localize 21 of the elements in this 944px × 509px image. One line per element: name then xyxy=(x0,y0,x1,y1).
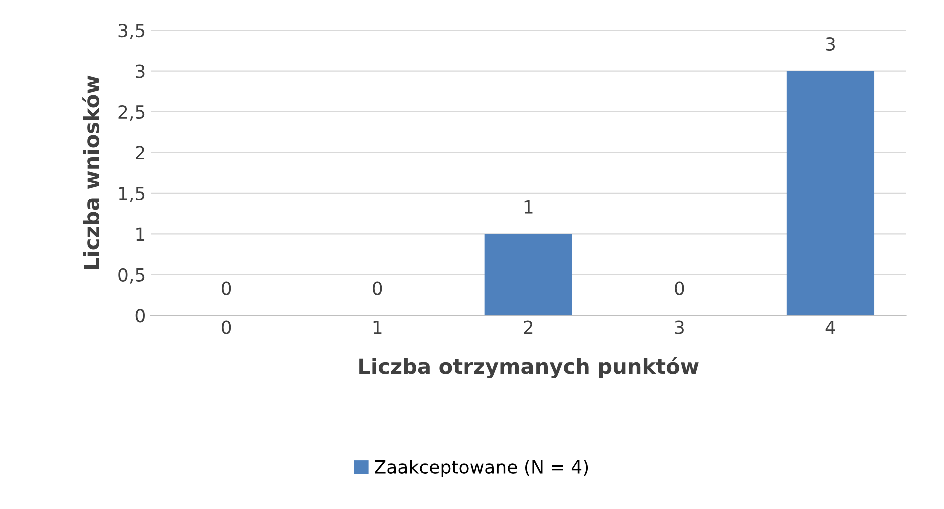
legend-label: Zaakceptowane (N = 4) xyxy=(375,460,588,478)
data-label: 1 xyxy=(524,200,533,214)
y-tick-label: 1 xyxy=(136,228,145,241)
y-tick-label: 0 xyxy=(136,309,145,323)
x-axis-title: Liczba otrzymanych punktów xyxy=(360,357,699,379)
x-tick-label: 4 xyxy=(826,320,836,334)
x-tick-label: 2 xyxy=(524,320,533,334)
data-label: 0 xyxy=(373,282,382,296)
data-label: 0 xyxy=(675,282,684,296)
y-tick-label: 0,5 xyxy=(118,268,145,284)
y-tick-label: 2,5 xyxy=(118,105,145,121)
y-axis-title: Liczba wniosków xyxy=(82,76,100,270)
y-tick-label: 2 xyxy=(136,146,144,160)
x-tick-label: 1 xyxy=(374,320,382,334)
data-label: 3 xyxy=(826,37,836,52)
x-tick-label: 3 xyxy=(675,320,684,334)
x-tick-label: 0 xyxy=(222,320,232,334)
data-label: 0 xyxy=(222,282,232,296)
y-tick-label: 3,5 xyxy=(118,24,145,40)
y-tick-label: 1,5 xyxy=(119,187,145,202)
y-tick-label: 3 xyxy=(136,64,145,78)
